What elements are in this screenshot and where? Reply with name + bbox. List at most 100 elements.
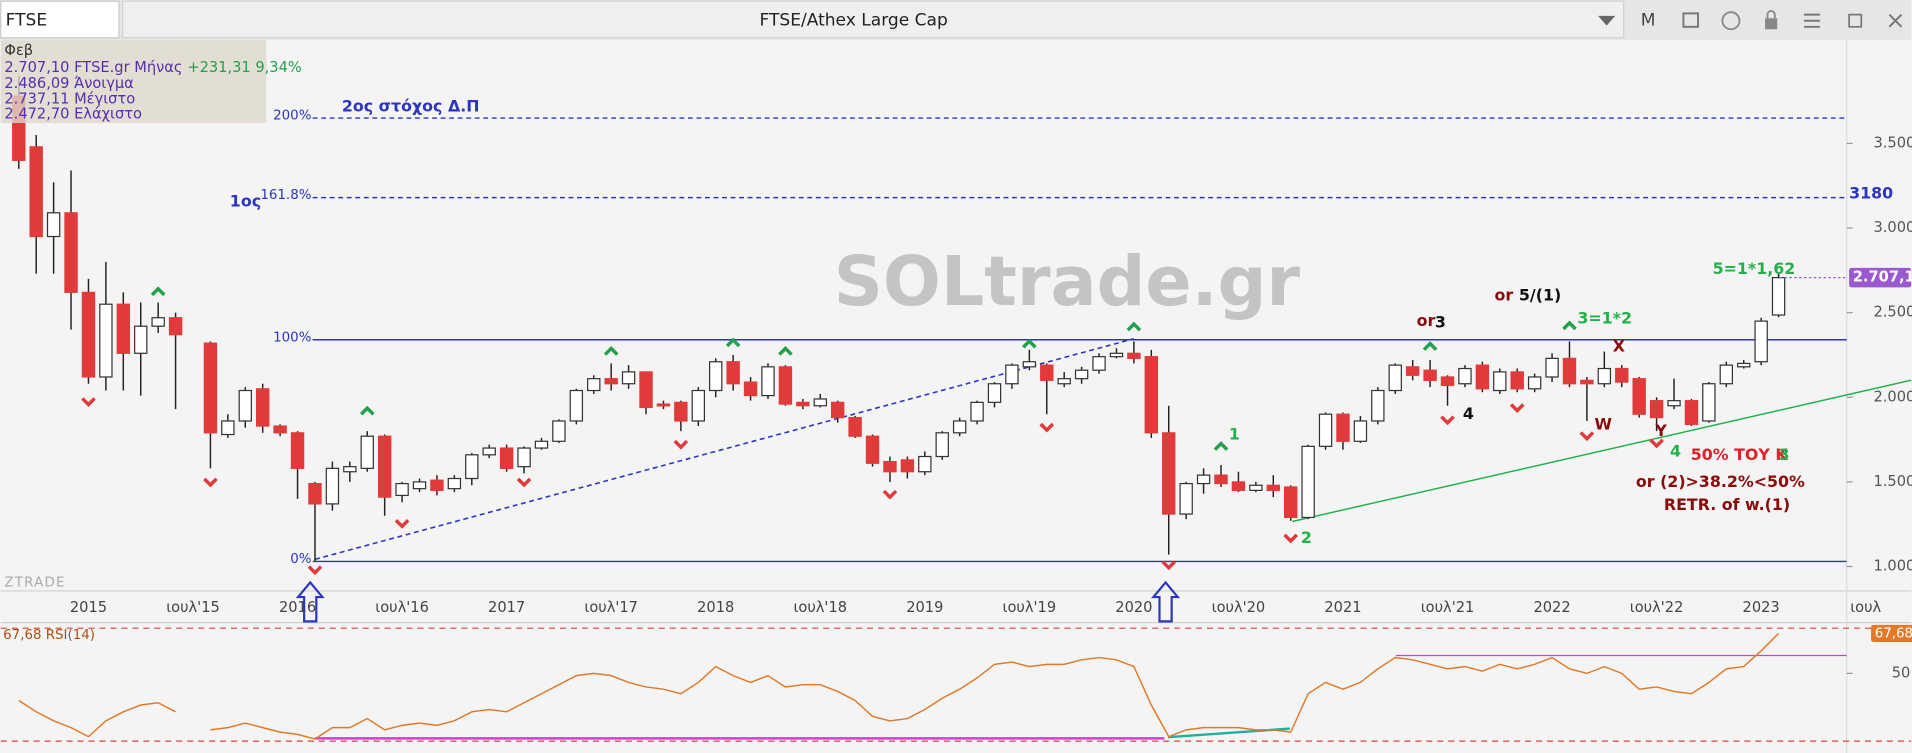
annotation: 3 [1778,445,1789,464]
candle-body [1301,445,1315,519]
candle-body [377,435,392,498]
trough-marker [1161,560,1177,571]
peak-marker [359,405,375,416]
candle-body [952,420,967,434]
candle-body [482,447,496,456]
candle-body [81,291,96,378]
title-field [121,0,1625,39]
level-price: 3180 [1849,183,1893,202]
x-tick-label: ιουλ'17 [584,599,638,616]
watermark: SOLtrade.gr [834,243,1301,322]
x-tick-label: 2023 [1743,599,1780,616]
y-tick-label: 3.500 [1873,134,1912,151]
candle-body [1371,389,1385,422]
symbol-input[interactable] [0,0,120,39]
peak-marker [1126,321,1142,332]
x-tick-label: 2020 [1115,599,1152,616]
footer-brand: ZTRADE [4,575,65,590]
candle-body [29,146,43,238]
candle-body [360,435,374,469]
candle-body [1057,378,1071,385]
candle-body [256,388,270,427]
candle-body [883,460,897,473]
candle-body [1005,364,1019,385]
candle-body [343,466,357,473]
candle-body [1040,364,1054,381]
candle-body [46,212,61,238]
candle-body [1353,420,1368,442]
level-label: 0% [290,552,311,567]
candle-body [325,467,340,505]
trough-marker [1440,415,1455,426]
trough-marker [1509,403,1525,414]
info-change: +231,31 9,34% [187,59,302,76]
candle-body [1684,400,1699,425]
candle-body [273,425,287,434]
info-last: 2.707,10 FTSE.gr Μήνας +231,31 9,34% [4,59,301,76]
candle-body [1440,376,1455,387]
annotation: 5=1*1,62 [1713,259,1796,278]
candle-body [1771,277,1786,316]
annotation: 1 [1229,424,1240,443]
trough-marker [81,397,96,407]
menu-icon[interactable] [1804,13,1820,28]
candle-body [865,435,880,464]
close-icon[interactable] [1888,13,1903,28]
info-month: Φεβ [4,42,33,59]
layout-icon[interactable] [1682,12,1700,28]
x-tick-label: ιουλ'19 [1003,599,1057,616]
lock-icon[interactable] [1765,18,1778,30]
candle-body [99,303,113,378]
up-arrow [295,580,325,623]
candle-body [1667,400,1681,407]
candle-body [499,447,514,469]
candle-body [621,371,636,385]
candle-body [1562,357,1577,385]
candle-body [534,440,549,449]
candle-body [1214,474,1228,485]
restore-icon[interactable] [1848,13,1863,28]
period-button[interactable]: M [1641,11,1656,31]
candle-body [1092,356,1106,371]
x-tick-label: ιουλ'16 [375,599,429,616]
candle-body [918,455,932,473]
x-tick-label: 2021 [1324,599,1361,616]
candle-body [1336,413,1350,442]
peak-marker [1422,341,1438,351]
candle-body [1510,371,1524,390]
x-tick-label: ιουλ'15 [166,599,220,616]
candle-body [1649,400,1664,419]
x-tick-label: 2016 [279,599,316,616]
info-box [0,40,267,124]
candle-body [1615,367,1629,383]
up-arrow [1151,580,1181,623]
rsi-badge [1871,624,1912,642]
candle-body [743,381,758,397]
candle-body [134,325,148,354]
candle-body [587,378,601,392]
candle-body [1144,356,1159,434]
candle-body [1179,482,1193,515]
annotation: 5/(1) [1519,286,1561,305]
candle-body [656,403,671,407]
candle-body [1493,371,1507,392]
candle-body [1737,362,1751,368]
candle-body [848,416,862,437]
y-tick-label: 3.000 [1873,219,1912,236]
annotation: 3 [1435,312,1446,331]
candle-body [987,383,1002,403]
dropdown[interactable] [1598,15,1616,26]
chat-icon[interactable] [1721,11,1741,31]
x-tick-label: 2017 [488,599,525,616]
peak-marker [725,337,741,348]
annotation: 3=1*2 [1577,309,1632,328]
candle-body [447,477,462,490]
candle-body [1405,366,1420,376]
candle-body [1423,369,1437,381]
trough-marker [1579,431,1595,442]
candle-body [552,420,566,442]
x-tick-label: 2019 [906,599,943,616]
